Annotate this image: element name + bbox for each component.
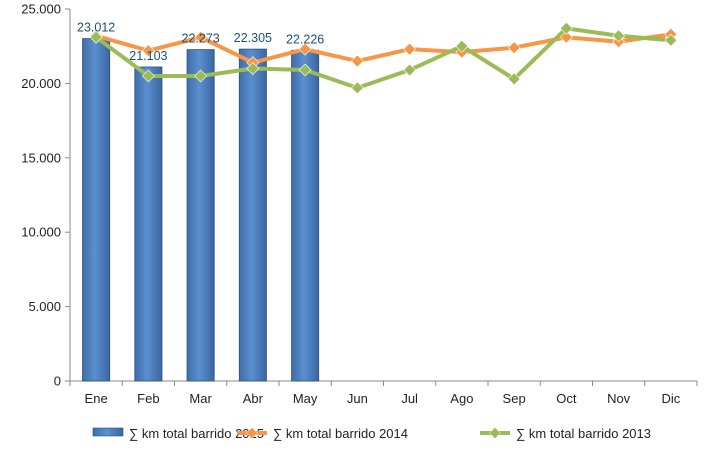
x-tick-label: Ago [450,391,473,406]
data-point [612,29,626,43]
data-point [89,30,103,44]
x-tick-label: Jul [401,391,418,406]
y-tick-label: 0 [54,374,61,389]
data-label: 23.012 [77,21,115,35]
data-point [664,33,678,47]
data-point [507,72,521,86]
bar [291,49,320,382]
legend-swatch [92,427,124,437]
data-point [141,44,155,58]
series-line [94,26,673,90]
y-tick-label: 20.000 [21,76,61,91]
bar [134,66,163,382]
bar-series [82,38,320,382]
data-point [194,30,208,44]
data-point [350,81,364,95]
bar [82,38,111,382]
series-line [94,32,673,65]
x-tick-label: Oct [556,391,577,406]
data-point [455,39,469,53]
data-point [141,69,155,83]
data-point [350,54,364,68]
x-tick-label: Ene [85,391,108,406]
data-point [403,63,417,77]
legend-marker [246,427,258,439]
data-point [298,42,312,56]
bar [238,48,267,382]
data-label: 21.103 [129,49,167,63]
bar [186,49,215,382]
data-point [559,21,573,35]
line-series [89,21,678,95]
data-point [403,42,417,56]
data-label: 22.226 [286,32,324,46]
y-tick-label: 5.000 [28,299,61,314]
data-label: 22.273 [182,32,220,46]
legend: ∑ km total barrido 2015 ∑ km total barrid… [92,426,651,441]
x-tick-label: Jun [347,391,368,406]
legend-label: ∑ km total barrido 2014 [273,426,408,441]
legend-label: ∑ km total barrido 2015 [129,426,264,441]
data-point [507,41,521,55]
x-tick-label: Abr [243,391,264,406]
x-tick-label: Mar [189,391,212,406]
data-point [298,63,312,77]
x-tick-label: Feb [137,391,159,406]
data-point [194,69,208,83]
data-labels: 23.012 21.103 22.273 22.305 22.226 [77,21,324,63]
x-tick-label: Sep [503,391,526,406]
x-tick-label: May [293,391,318,406]
data-point [246,62,260,75]
x-tick-label: Dic [661,391,680,406]
y-tick-label: 10.000 [21,225,61,240]
data-label: 22.305 [234,31,272,45]
x-tick-label: Nov [607,391,631,406]
legend-label: ∑ km total barrido 2013 [516,426,651,441]
axes: 0 5.000 10.000 15.000 20.000 25.000 Ene Feb Mar A… [21,2,698,406]
legend-marker [489,427,501,439]
data-point [559,30,573,44]
y-tick-label: 25.000 [21,2,61,17]
y-tick-label: 15.000 [21,150,61,165]
